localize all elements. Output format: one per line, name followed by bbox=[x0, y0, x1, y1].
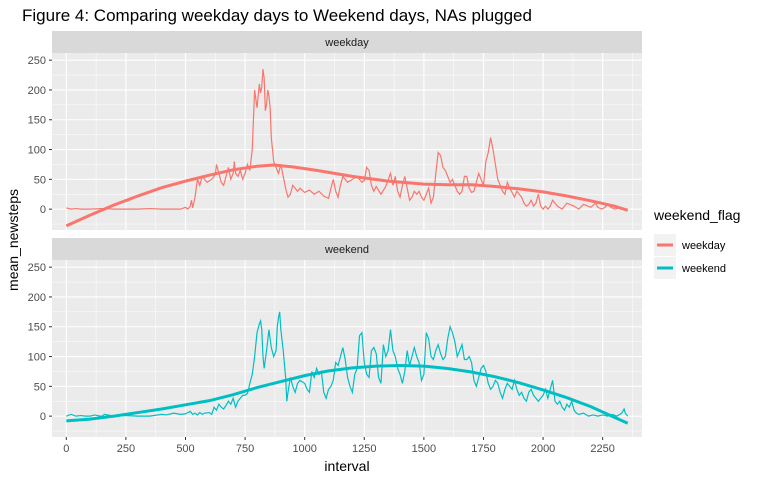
y-axis-weekend: 0 50 100 150 200 250 bbox=[28, 262, 52, 423]
legend-label-weekend: weekend bbox=[681, 263, 726, 275]
y-tick-label: 250 bbox=[28, 55, 46, 67]
x-tick-label: 750 bbox=[236, 443, 254, 455]
y-tick-label: 50 bbox=[34, 174, 46, 186]
x-tick-label: 1500 bbox=[412, 443, 436, 455]
plot-area-weekend bbox=[52, 260, 642, 437]
y-tick-label: 100 bbox=[28, 352, 46, 364]
plot-area-weekday bbox=[52, 53, 642, 230]
x-axis: 0 250 500 750 1000 1250 1500 1750 2000 2250 bbox=[63, 437, 615, 455]
y-tick-label: 250 bbox=[28, 262, 46, 274]
x-axis-label: interval bbox=[324, 458, 369, 474]
panel-weekend: weekend 0 50 100 150 200 250 bbox=[28, 238, 642, 437]
y-tick-label: 150 bbox=[28, 115, 46, 127]
x-tick-label: 2000 bbox=[531, 443, 555, 455]
x-tick-label: 500 bbox=[176, 443, 194, 455]
x-tick-label: 1750 bbox=[471, 443, 495, 455]
panel-weekday: weekday 0 50 100 150 200 250 bbox=[28, 31, 642, 230]
y-tick-label: 200 bbox=[28, 85, 46, 97]
gridlines-weekday bbox=[52, 53, 642, 230]
weekday-smooth-line bbox=[65, 163, 629, 228]
strip-label-weekend: weekend bbox=[324, 244, 369, 256]
y-axis-label: mean_newsteps bbox=[5, 189, 21, 291]
legend-item-weekday: weekday bbox=[654, 234, 726, 256]
x-tick-label: 250 bbox=[117, 443, 135, 455]
x-tick-label: 1250 bbox=[352, 443, 376, 455]
y-tick-label: 200 bbox=[28, 292, 46, 304]
strip-label-weekday: weekday bbox=[324, 37, 369, 49]
y-tick-label: 0 bbox=[40, 204, 46, 216]
y-tick-label: 50 bbox=[34, 381, 46, 393]
legend-item-weekend: weekend bbox=[654, 257, 726, 279]
chart-title: Figure 4: Comparing weekday days to Week… bbox=[22, 6, 532, 25]
y-axis-weekday: 0 50 100 150 200 250 bbox=[28, 55, 52, 216]
strip-background-weekend bbox=[52, 238, 642, 260]
y-tick-label: 0 bbox=[40, 411, 46, 423]
x-tick-label: 1000 bbox=[292, 443, 316, 455]
weekend-raw-line bbox=[66, 311, 629, 417]
weekday-raw-line bbox=[66, 69, 628, 211]
x-tick-label: 0 bbox=[63, 443, 69, 455]
y-tick-label: 100 bbox=[28, 145, 46, 157]
legend: weekend_flag weekday weekend bbox=[653, 207, 740, 279]
y-tick-label: 150 bbox=[28, 322, 46, 334]
legend-label-weekday: weekday bbox=[681, 240, 726, 252]
strip-background-weekday bbox=[52, 31, 642, 53]
weekend-smooth-line bbox=[66, 363, 629, 425]
legend-title: weekend_flag bbox=[653, 207, 740, 223]
x-tick-label: 2250 bbox=[590, 443, 614, 455]
